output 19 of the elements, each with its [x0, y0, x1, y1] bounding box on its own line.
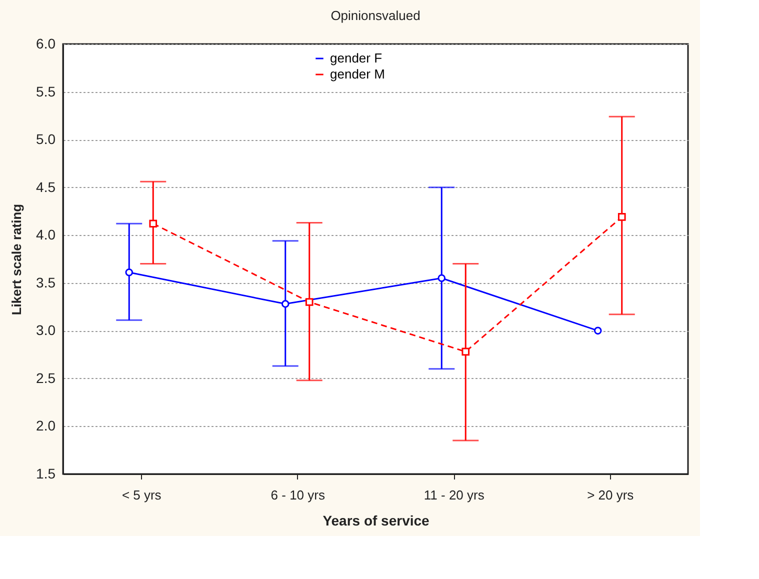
- y-tick-label: 6.0: [36, 36, 56, 52]
- y-tick-label: 5.5: [36, 83, 56, 100]
- y-tick-label: 5.0: [36, 131, 56, 148]
- x-tick-label: 6 - 10 yrs: [270, 488, 326, 502]
- legend-label: gender M: [330, 66, 385, 82]
- y-tick-label: 2.0: [36, 418, 56, 434]
- y-tick-label: 3.5: [36, 274, 56, 290]
- y-tick-label: 3.0: [36, 322, 56, 338]
- y-axis-title: Likert scale rating: [9, 204, 24, 316]
- x-tick-label: 11 - 20 yrs: [424, 488, 485, 502]
- y-tick-label: 4.0: [36, 226, 56, 243]
- x-tick-label: > 20 yrs: [587, 488, 634, 502]
- chart-title: Opinionsvalued: [330, 8, 420, 23]
- legend-label: gender F: [330, 50, 382, 66]
- x-axis-title: Years of service: [322, 512, 430, 528]
- y-tick-label: 4.5: [36, 178, 56, 195]
- x-tick-label: < 5 yrs: [122, 488, 162, 502]
- y-tick-label: 1.5: [36, 466, 56, 482]
- y-tick-label: 2.5: [36, 370, 56, 386]
